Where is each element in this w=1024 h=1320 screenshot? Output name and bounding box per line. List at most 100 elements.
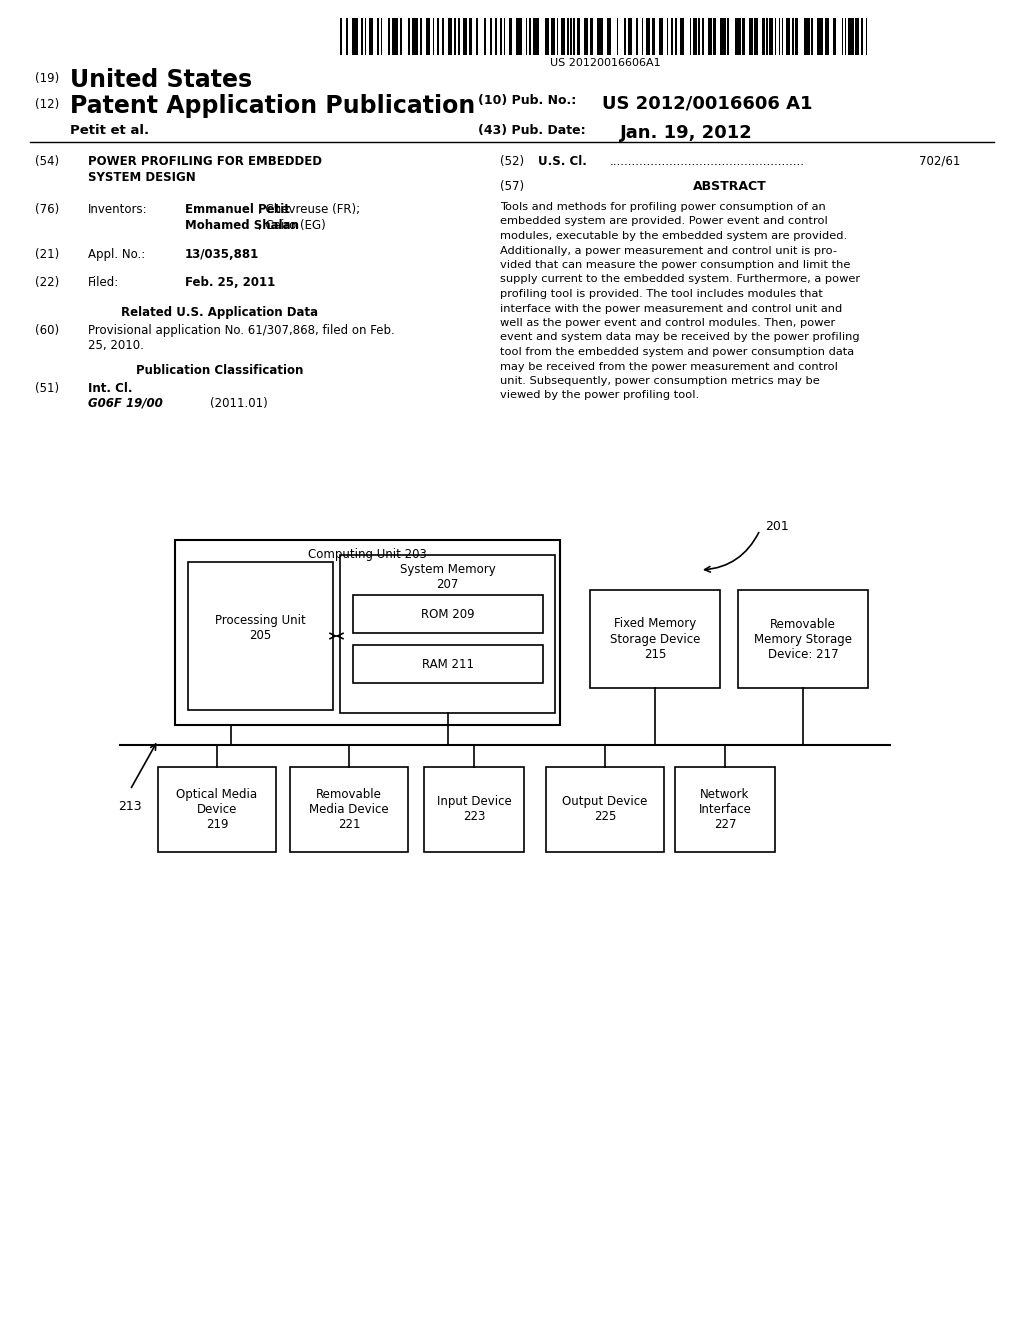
Bar: [781, 18, 783, 55]
Bar: [388, 18, 389, 55]
Text: G06F 19/00: G06F 19/00: [88, 397, 163, 411]
Text: (2011.01): (2011.01): [210, 397, 267, 411]
Bar: [441, 18, 444, 55]
Text: 201: 201: [765, 520, 788, 533]
Text: (52): (52): [500, 154, 524, 168]
Bar: [811, 18, 812, 55]
Text: System Memory
207: System Memory 207: [399, 564, 496, 591]
Text: 13/035,881: 13/035,881: [185, 248, 259, 261]
Text: Related U.S. Application Data: Related U.S. Application Data: [122, 306, 318, 319]
Bar: [754, 18, 758, 55]
Bar: [340, 554, 555, 713]
Bar: [525, 18, 527, 55]
Text: embedded system are provided. Power event and control: embedded system are provided. Power even…: [500, 216, 827, 227]
Text: , Cairo (EG): , Cairo (EG): [258, 219, 326, 232]
Text: Network
Interface
227: Network Interface 227: [698, 788, 752, 832]
Bar: [509, 18, 512, 55]
Bar: [795, 18, 798, 55]
Text: tool from the embedded system and power consumption data: tool from the embedded system and power …: [500, 347, 854, 356]
Bar: [475, 18, 478, 55]
Bar: [495, 18, 497, 55]
Bar: [345, 18, 348, 55]
Text: Output Device
225: Output Device 225: [562, 796, 648, 824]
Text: Tools and methods for profiling power consumption of an: Tools and methods for profiling power co…: [500, 202, 825, 213]
Text: ....................................................: ........................................…: [610, 154, 805, 168]
Bar: [658, 18, 663, 55]
Bar: [340, 18, 341, 55]
Bar: [573, 18, 574, 55]
Bar: [742, 18, 744, 55]
Bar: [689, 18, 691, 55]
Text: Mohamed Shalan: Mohamed Shalan: [185, 219, 299, 232]
Text: (57): (57): [500, 180, 524, 193]
Text: Feb. 25, 2011: Feb. 25, 2011: [185, 276, 275, 289]
Bar: [515, 18, 521, 55]
Text: U.S. Cl.: U.S. Cl.: [538, 154, 587, 168]
Text: Processing Unit
205: Processing Unit 205: [215, 614, 306, 642]
Bar: [420, 18, 422, 55]
Text: (54): (54): [35, 154, 59, 168]
Bar: [532, 18, 539, 55]
Bar: [500, 18, 502, 55]
Bar: [175, 540, 560, 725]
Bar: [567, 18, 568, 55]
Bar: [708, 18, 712, 55]
Bar: [353, 595, 543, 634]
Bar: [667, 18, 668, 55]
Bar: [463, 18, 467, 55]
Bar: [188, 562, 333, 710]
Bar: [680, 18, 683, 55]
Text: Provisional application No. 61/307,868, filed on Feb.: Provisional application No. 61/307,868, …: [88, 323, 394, 337]
Bar: [449, 18, 452, 55]
Text: United States: United States: [70, 69, 252, 92]
Bar: [469, 18, 471, 55]
Bar: [860, 18, 863, 55]
Bar: [692, 18, 696, 55]
Bar: [489, 18, 492, 55]
Bar: [365, 18, 366, 55]
Bar: [865, 18, 867, 55]
Text: unit. Subsequently, power consumption metrics may be: unit. Subsequently, power consumption me…: [500, 376, 820, 385]
Text: Inventors:: Inventors:: [88, 203, 147, 216]
Text: Removable
Media Device
221: Removable Media Device 221: [309, 788, 389, 832]
Bar: [546, 767, 664, 851]
Bar: [606, 18, 610, 55]
Text: profiling tool is provided. The tool includes modules that: profiling tool is provided. The tool inc…: [500, 289, 823, 300]
Text: (19): (19): [35, 73, 59, 84]
Bar: [360, 18, 362, 55]
Bar: [636, 18, 638, 55]
Bar: [842, 18, 843, 55]
Bar: [713, 18, 716, 55]
Bar: [353, 645, 543, 682]
Bar: [778, 18, 780, 55]
Bar: [804, 18, 810, 55]
Text: viewed by the power profiling tool.: viewed by the power profiling tool.: [500, 391, 699, 400]
Text: 702/61: 702/61: [919, 154, 961, 168]
Bar: [412, 18, 418, 55]
Text: (76): (76): [35, 203, 59, 216]
Bar: [624, 18, 626, 55]
Bar: [551, 18, 555, 55]
Bar: [432, 18, 434, 55]
Text: Additionally, a power measurement and control unit is pro-: Additionally, a power measurement and co…: [500, 246, 837, 256]
Bar: [458, 18, 460, 55]
Bar: [675, 767, 775, 851]
Text: Int. Cl.: Int. Cl.: [88, 381, 132, 395]
Bar: [833, 18, 836, 55]
Bar: [762, 18, 765, 55]
Text: Filed:: Filed:: [88, 276, 119, 289]
Bar: [436, 18, 439, 55]
Text: (60): (60): [35, 323, 59, 337]
Text: well as the power event and control modules. Then, power: well as the power event and control modu…: [500, 318, 836, 327]
Bar: [577, 18, 580, 55]
Bar: [484, 18, 485, 55]
Text: Removable
Memory Storage
Device: 217: Removable Memory Storage Device: 217: [754, 618, 852, 660]
Text: 25, 2010.: 25, 2010.: [88, 339, 144, 352]
Bar: [825, 18, 829, 55]
Text: Optical Media
Device
219: Optical Media Device 219: [176, 788, 258, 832]
Text: SYSTEM DESIGN: SYSTEM DESIGN: [88, 172, 196, 183]
Bar: [597, 18, 602, 55]
Text: may be received from the power measurement and control: may be received from the power measureme…: [500, 362, 838, 371]
Text: Patent Application Publication: Patent Application Publication: [70, 94, 475, 117]
Bar: [727, 18, 728, 55]
